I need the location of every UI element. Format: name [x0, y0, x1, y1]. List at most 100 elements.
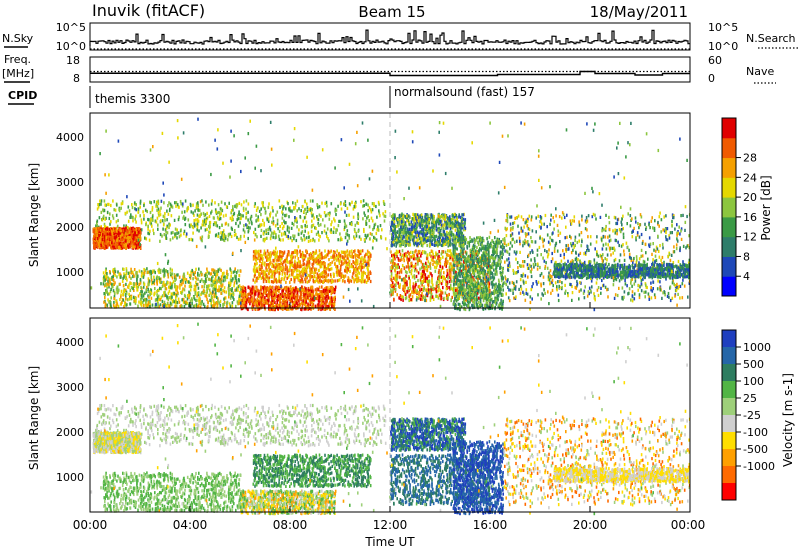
- scatter-cell: [250, 220, 253, 224]
- scatter-cell: [280, 303, 282, 307]
- scatter-cell: [136, 233, 138, 237]
- scatter-cell: [149, 200, 151, 204]
- scatter-cell: [217, 276, 220, 280]
- scatter-cell: [274, 236, 277, 240]
- scatter-cell: [257, 218, 260, 222]
- scatter-cell: [266, 298, 269, 302]
- scatter-cell: [100, 202, 102, 206]
- scatter-cell: [323, 229, 326, 233]
- scatter-cell: [299, 215, 301, 219]
- scatter-cell: [180, 228, 182, 232]
- scatter-cell: [220, 277, 223, 281]
- scatter-cell: [159, 277, 161, 281]
- scatter-cell: [122, 292, 124, 296]
- scatter-cell: [302, 272, 304, 277]
- scatter-cell: [237, 237, 240, 241]
- scatter-cell: [143, 298, 145, 302]
- scatter-cell: [223, 238, 225, 242]
- scatter-cell: [208, 288, 211, 292]
- scatter-cell: [287, 287, 290, 291]
- scatter-cell: [314, 226, 316, 230]
- scatter-cell: [253, 256, 256, 260]
- scatter-cell: [300, 277, 303, 281]
- scatter-cell: [188, 303, 190, 308]
- scatter-cell: [184, 294, 187, 299]
- scatter-cell: [295, 217, 298, 221]
- scatter-cell: [364, 271, 367, 276]
- scatter-cell: [357, 221, 360, 225]
- scatter-cell: [355, 234, 358, 238]
- scatter-cell: [344, 274, 347, 278]
- scatter-cell: [229, 232, 232, 236]
- scatter-cell: [103, 238, 106, 242]
- scatter-cell: [330, 228, 332, 232]
- scatter-cell: [255, 300, 257, 304]
- scatter-cell: [321, 201, 323, 205]
- scatter-cell: [293, 237, 295, 241]
- scatter-cell: [257, 271, 260, 275]
- scatter-cell: [111, 235, 113, 239]
- scatter-cell: [196, 213, 199, 217]
- scatter-cell: [187, 294, 189, 298]
- scatter-cell: [197, 286, 200, 290]
- scatter-cell: [323, 279, 326, 283]
- scatter-cell: [118, 236, 121, 240]
- scatter-cell: [300, 231, 303, 235]
- scatter-cell: [326, 235, 328, 239]
- scatter-cell: [130, 276, 132, 280]
- scatter-cell: [363, 211, 365, 215]
- scatter-cell: [361, 266, 364, 270]
- scatter-cell: [103, 199, 106, 203]
- scatter-cell: [361, 249, 364, 253]
- scatter-cell: [339, 219, 341, 223]
- scatter-cell: [243, 234, 245, 238]
- scatter-cell: [300, 288, 303, 292]
- scatter-cell: [92, 229, 95, 233]
- scatter-cell: [253, 287, 255, 291]
- scatter-cell: [185, 234, 188, 238]
- scatter-cell: [214, 201, 216, 205]
- scatter-cell: [98, 239, 100, 243]
- scatter-cell: [377, 225, 379, 229]
- scatter-cell: [148, 232, 151, 236]
- scatter-cell: [119, 297, 121, 302]
- scatter-cell: [334, 207, 337, 211]
- scatter-cell: [135, 239, 138, 243]
- scatter-cell: [384, 237, 387, 241]
- scatter-cell: [346, 229, 349, 233]
- scatter-cell: [311, 208, 313, 212]
- scatter-cell: [102, 233, 104, 237]
- scatter-cell: [175, 295, 177, 299]
- scatter-cell: [247, 225, 250, 229]
- scatter-cell: [292, 201, 294, 205]
- scatter-cell: [247, 285, 249, 289]
- scatter-cell: [357, 215, 360, 219]
- scatter-cell: [112, 237, 114, 241]
- scatter-cell: [145, 237, 148, 241]
- scatter-cell: [118, 226, 121, 231]
- scatter-cell: [149, 221, 151, 225]
- scatter-cell: [162, 227, 164, 231]
- scatter-cell: [204, 273, 206, 278]
- scatter-cell: [103, 208, 105, 212]
- scatter-cell: [266, 275, 268, 279]
- scatter-cell: [357, 229, 360, 233]
- scatter-cell: [231, 289, 233, 293]
- scatter-cell: [305, 276, 307, 280]
- scatter-cell: [315, 276, 318, 280]
- scatter-cell: [416, 230, 419, 234]
- scatter-cell: [117, 232, 119, 236]
- scatter-cell: [323, 256, 325, 260]
- scatter-cell: [246, 224, 248, 228]
- scatter-cell: [332, 230, 335, 234]
- scatter-cell: [116, 237, 119, 242]
- scatter-cell: [147, 231, 149, 235]
- scatter-cell: [291, 239, 293, 243]
- scatter-cell: [207, 301, 209, 305]
- scatter-cell: [174, 274, 177, 278]
- scatter-cell: [304, 295, 307, 299]
- scatter-cell: [364, 233, 367, 237]
- scatter-cell: [194, 287, 197, 291]
- scatter-cell: [239, 221, 241, 225]
- scatter-cell: [308, 253, 311, 257]
